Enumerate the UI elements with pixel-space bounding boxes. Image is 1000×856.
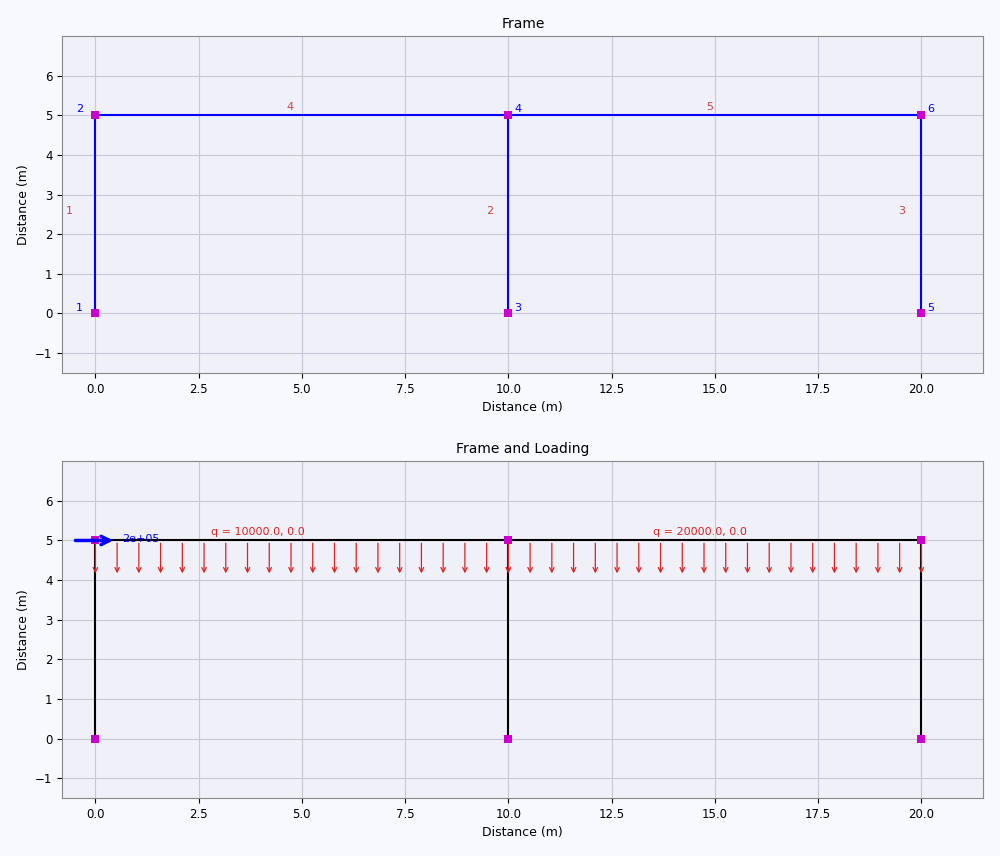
Text: 5: 5 [928, 303, 935, 313]
Title: Frame: Frame [501, 16, 545, 31]
Text: 2e+05: 2e+05 [122, 534, 160, 544]
Text: 1: 1 [66, 206, 73, 217]
Text: 4: 4 [286, 103, 294, 112]
Text: 2: 2 [486, 206, 493, 217]
Text: 2: 2 [76, 104, 83, 114]
Title: Frame and Loading: Frame and Loading [456, 442, 590, 456]
X-axis label: Distance (m): Distance (m) [482, 826, 563, 840]
Text: 3: 3 [515, 303, 522, 313]
Text: 6: 6 [928, 104, 935, 114]
Text: 5: 5 [707, 103, 714, 112]
Text: 1: 1 [76, 303, 83, 313]
Text: 3: 3 [899, 206, 906, 217]
Y-axis label: Distance (m): Distance (m) [17, 589, 30, 670]
X-axis label: Distance (m): Distance (m) [482, 401, 563, 414]
Y-axis label: Distance (m): Distance (m) [17, 164, 30, 245]
Text: 4: 4 [515, 104, 522, 114]
Text: q = 20000.0, 0.0: q = 20000.0, 0.0 [653, 526, 747, 537]
Text: q = 10000.0, 0.0: q = 10000.0, 0.0 [211, 526, 305, 537]
